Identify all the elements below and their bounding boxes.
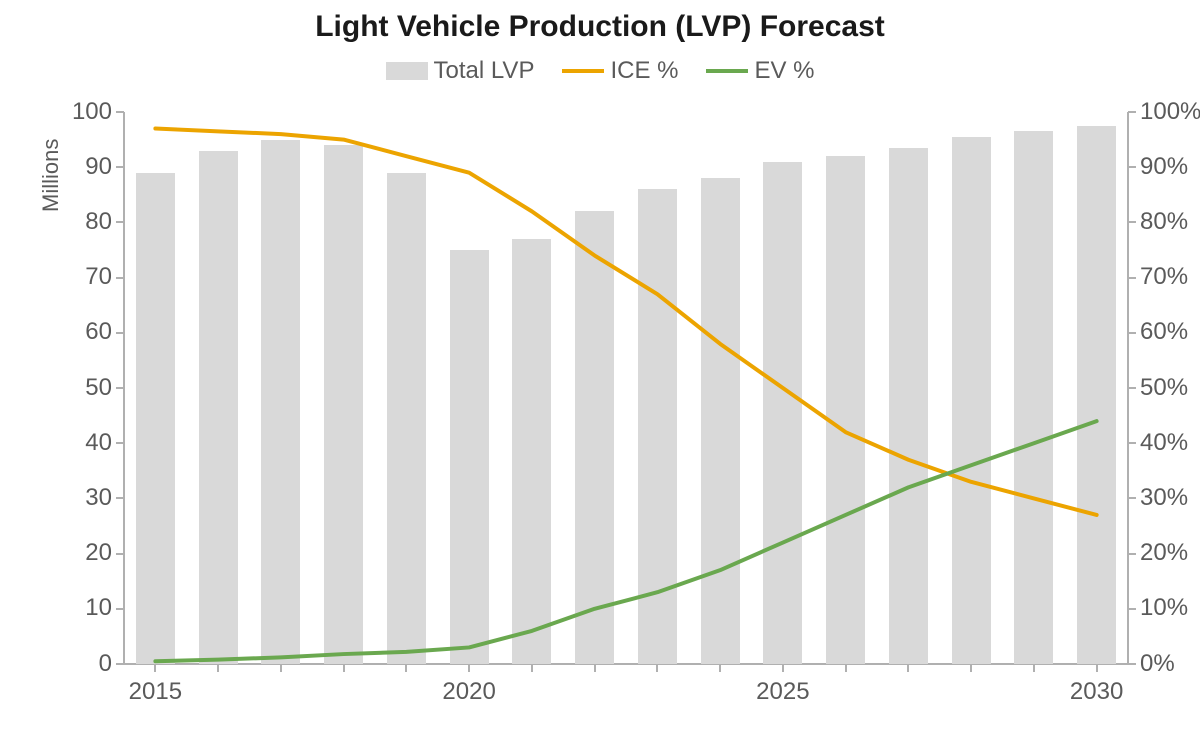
y-right-tick-label: 90% [1140, 153, 1188, 181]
y-left-tick-mark [116, 663, 124, 665]
y-right-tick-label: 40% [1140, 429, 1188, 457]
x-tick-mark [217, 664, 219, 672]
x-tick-mark [1033, 664, 1035, 672]
y-left-tick-mark [116, 332, 124, 334]
x-tick-mark [1096, 664, 1098, 672]
x-tick-mark [280, 664, 282, 672]
ev-line [155, 421, 1096, 661]
x-tick-mark [907, 664, 909, 672]
y-right-tick-label: 100% [1140, 98, 1200, 126]
y-right-tick-label: 50% [1140, 374, 1188, 402]
x-tick-label: 2015 [115, 678, 195, 706]
x-tick-mark [343, 664, 345, 672]
lvp-forecast-chart: Light Vehicle Production (LVP) Forecast … [0, 0, 1200, 730]
legend-swatch-bar [386, 62, 428, 80]
y-left-tick-label: 100 [52, 98, 112, 126]
x-tick-mark [405, 664, 407, 672]
legend-label: ICE % [610, 57, 678, 85]
y-left-tick-label: 10 [52, 594, 112, 622]
y-left-tick-label: 30 [52, 484, 112, 512]
y-left-tick-mark [116, 111, 124, 113]
y-right-tick-mark [1128, 663, 1136, 665]
y-left-tick-label: 0 [52, 650, 112, 678]
y-right-tick-mark [1128, 387, 1136, 389]
y-left-tick-label: 80 [52, 208, 112, 236]
x-tick-label: 2030 [1057, 678, 1137, 706]
y-left-tick-mark [116, 497, 124, 499]
y-right-tick-mark [1128, 277, 1136, 279]
y-right-tick-mark [1128, 608, 1136, 610]
plot-area: 0102030405060708090100 0%10%20%30%40%50%… [124, 112, 1128, 664]
x-tick-mark [154, 664, 156, 672]
y-right-tick-mark [1128, 497, 1136, 499]
y-left-tick-mark [116, 166, 124, 168]
y-left-tick-label: 20 [52, 539, 112, 567]
legend-swatch-line [706, 69, 748, 73]
y-left-tick-label: 50 [52, 374, 112, 402]
chart-title: Light Vehicle Production (LVP) Forecast [0, 10, 1200, 44]
y-left-tick-label: 60 [52, 318, 112, 346]
y-left-tick-mark [116, 277, 124, 279]
y-left-tick-mark [116, 221, 124, 223]
y-right-tick-mark [1128, 442, 1136, 444]
y-right-tick-mark [1128, 166, 1136, 168]
y-left-tick-label: 40 [52, 429, 112, 457]
legend-label: Total LVP [434, 57, 535, 85]
x-tick-label: 2025 [743, 678, 823, 706]
y-right-tick-mark [1128, 111, 1136, 113]
y-right-tick-label: 20% [1140, 539, 1188, 567]
x-tick-mark [594, 664, 596, 672]
x-tick-mark [719, 664, 721, 672]
y-right-tick-label: 0% [1140, 650, 1175, 678]
x-tick-mark [970, 664, 972, 672]
x-tick-mark [845, 664, 847, 672]
legend-item-2: EV % [706, 57, 814, 85]
legend-label: EV % [754, 57, 814, 85]
y-left-tick-mark [116, 442, 124, 444]
lines-layer [124, 112, 1128, 664]
legend-item-0: Total LVP [386, 57, 535, 85]
legend-item-1: ICE % [562, 57, 678, 85]
x-tick-mark [531, 664, 533, 672]
y-right-tick-label: 70% [1140, 263, 1188, 291]
chart-legend: Total LVP ICE % EV % [0, 56, 1200, 85]
x-tick-mark [468, 664, 470, 672]
ice-line [155, 129, 1096, 515]
y-right-tick-label: 10% [1140, 594, 1188, 622]
y-right-tick-label: 30% [1140, 484, 1188, 512]
y-right-tick-mark [1128, 332, 1136, 334]
y-right-tick-label: 80% [1140, 208, 1188, 236]
x-tick-mark [782, 664, 784, 672]
y-right-tick-mark [1128, 553, 1136, 555]
y-right-tick-mark [1128, 221, 1136, 223]
legend-swatch-line [562, 69, 604, 73]
y-left-tick-mark [116, 553, 124, 555]
y-left-tick-mark [116, 387, 124, 389]
y-left-tick-mark [116, 608, 124, 610]
y-left-axis-title: Millions [38, 139, 64, 212]
x-tick-mark [656, 664, 658, 672]
y-left-tick-label: 70 [52, 263, 112, 291]
x-tick-label: 2020 [429, 678, 509, 706]
y-right-tick-label: 60% [1140, 318, 1188, 346]
